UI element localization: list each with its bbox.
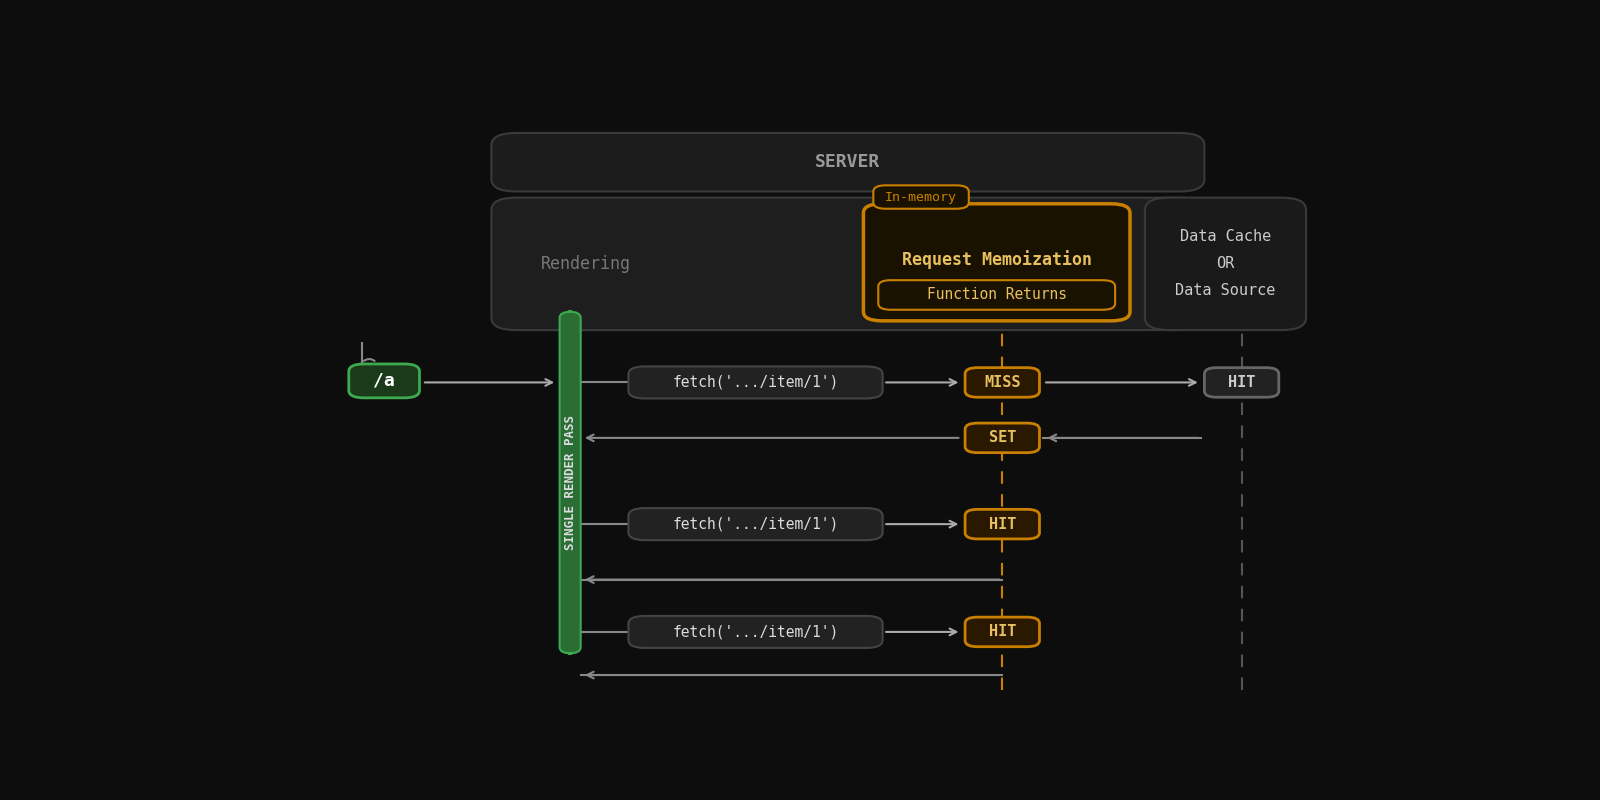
Text: SET: SET: [989, 430, 1016, 446]
FancyBboxPatch shape: [491, 133, 1205, 191]
FancyBboxPatch shape: [491, 198, 1205, 330]
FancyBboxPatch shape: [629, 508, 883, 540]
Text: fetch('.../item/1'): fetch('.../item/1'): [672, 625, 838, 639]
FancyBboxPatch shape: [965, 423, 1040, 453]
Text: In-memory: In-memory: [885, 190, 957, 203]
FancyBboxPatch shape: [965, 368, 1040, 398]
FancyBboxPatch shape: [878, 280, 1115, 310]
FancyBboxPatch shape: [629, 366, 883, 398]
FancyBboxPatch shape: [1205, 368, 1278, 398]
Text: HIT: HIT: [989, 517, 1016, 532]
FancyBboxPatch shape: [629, 616, 883, 648]
Text: Rendering: Rendering: [541, 255, 630, 273]
Text: /a: /a: [373, 372, 395, 390]
FancyBboxPatch shape: [560, 311, 581, 654]
Text: HIT: HIT: [1227, 375, 1256, 390]
Text: Request Memoization: Request Memoization: [902, 250, 1091, 270]
FancyBboxPatch shape: [965, 510, 1040, 539]
Text: HIT: HIT: [989, 625, 1016, 639]
Text: fetch('.../item/1'): fetch('.../item/1'): [672, 375, 838, 390]
Text: fetch('.../item/1'): fetch('.../item/1'): [672, 517, 838, 532]
FancyBboxPatch shape: [965, 617, 1040, 646]
FancyBboxPatch shape: [349, 364, 419, 398]
FancyBboxPatch shape: [864, 204, 1130, 321]
FancyBboxPatch shape: [1146, 198, 1306, 330]
Text: SINGLE RENDER PASS: SINGLE RENDER PASS: [563, 415, 576, 550]
Text: Function Returns: Function Returns: [926, 287, 1067, 302]
FancyBboxPatch shape: [874, 186, 970, 209]
Text: Data Cache
OR
Data Source: Data Cache OR Data Source: [1176, 230, 1275, 298]
Text: SERVER: SERVER: [816, 154, 880, 171]
Text: MISS: MISS: [984, 375, 1021, 390]
